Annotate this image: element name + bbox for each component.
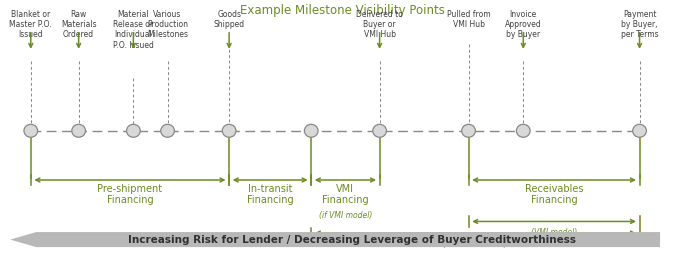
Ellipse shape [127,124,140,137]
Ellipse shape [633,124,646,137]
Text: Increasing Risk for Lender / Decreasing Leverage of Buyer Creditworthiness: Increasing Risk for Lender / Decreasing … [129,235,576,244]
Ellipse shape [462,124,475,137]
Text: Receivables
Financing: Receivables Financing [525,184,583,205]
Ellipse shape [516,124,530,137]
Text: Payment
by Buyer,
per Terms: Payment by Buyer, per Terms [620,10,659,39]
Text: (VMI model): (VMI model) [531,228,577,237]
Ellipse shape [24,124,38,137]
Text: In-transit
Financing: In-transit Financing [247,184,293,205]
Text: VMI
Financing: VMI Financing [322,184,369,205]
Ellipse shape [161,124,174,137]
FancyArrow shape [10,232,660,247]
Text: Pulled from
VMI Hub: Pulled from VMI Hub [447,10,490,30]
Text: Invoice
Approved
by Buyer: Invoice Approved by Buyer [505,10,542,39]
Text: (Non-VMI model): (Non-VMI model) [443,240,508,249]
Text: Raw
Materials
Ordered: Raw Materials Ordered [61,10,96,39]
Text: Blanket or
Master P.O.
Issued: Blanket or Master P.O. Issued [10,10,52,39]
Text: Delivered to
Buyer or
VMI Hub: Delivered to Buyer or VMI Hub [356,10,403,39]
Text: Various
Production
Milestones: Various Production Milestones [147,10,188,39]
Text: (if VMI model): (if VMI model) [319,211,372,220]
Ellipse shape [373,124,386,137]
Ellipse shape [222,124,236,137]
Text: Example Milestone Visibility Points: Example Milestone Visibility Points [239,4,445,17]
Text: Pre-shipment
Financing: Pre-shipment Financing [97,184,163,205]
Text: Material
Release or
Individual
P.O. Issued: Material Release or Individual P.O. Issu… [113,10,154,49]
Ellipse shape [304,124,318,137]
Ellipse shape [72,124,86,137]
Text: Goods
Shipped: Goods Shipped [213,10,245,30]
